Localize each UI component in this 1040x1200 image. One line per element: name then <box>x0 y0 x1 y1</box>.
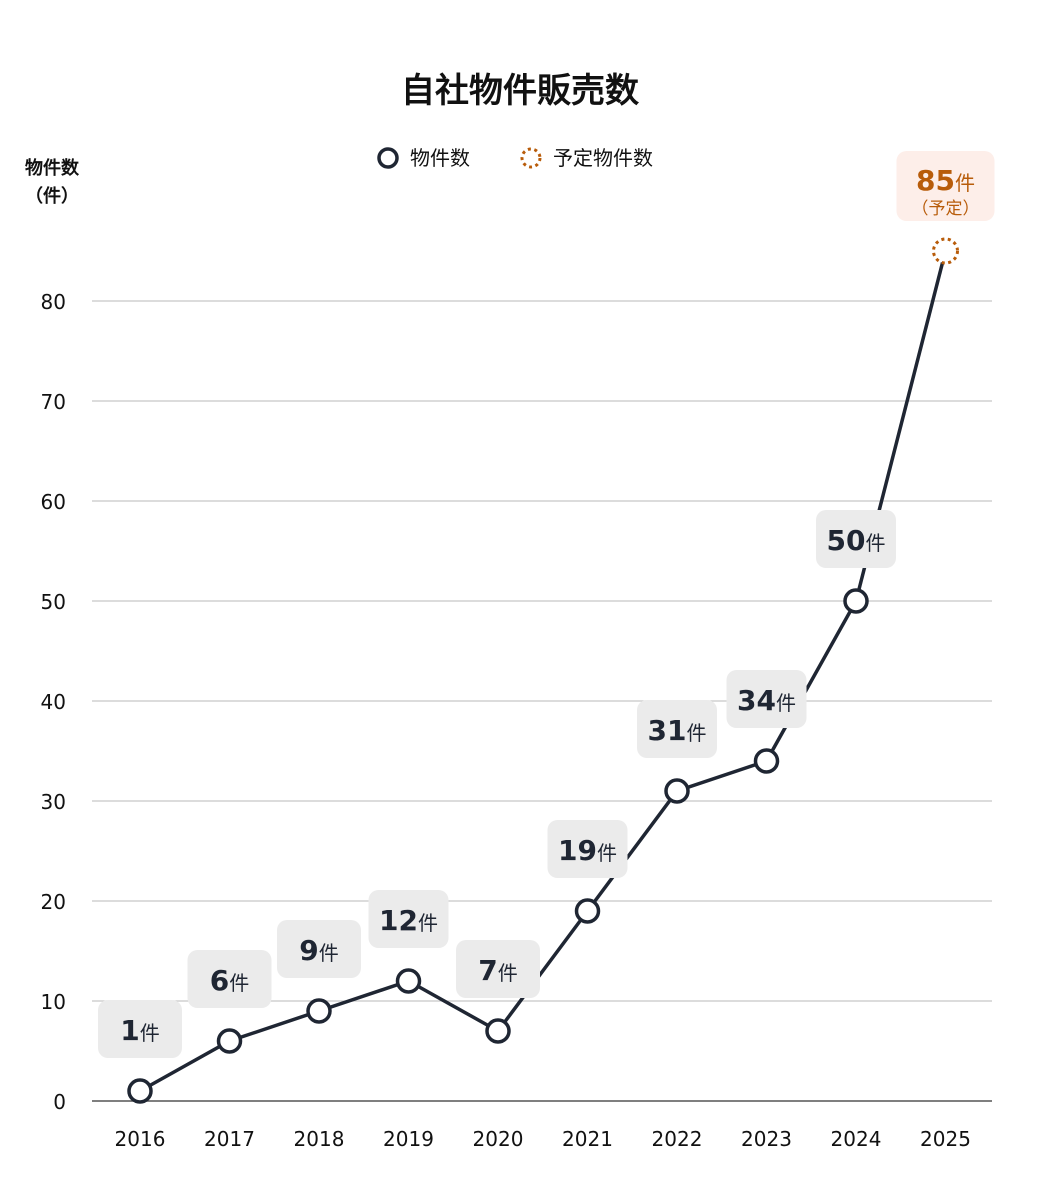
x-tick-label: 2024 <box>831 1127 882 1151</box>
data-point <box>306 998 332 1024</box>
y-tick-label: 40 <box>41 690 66 714</box>
data-label-text: 12件 <box>379 904 438 937</box>
x-tick-label: 2021 <box>562 1127 613 1151</box>
data-point <box>395 968 422 994</box>
data-label: 12件 <box>368 890 449 948</box>
y-tick-label: 10 <box>41 990 66 1014</box>
data-label: 9件 <box>277 920 361 978</box>
data-label-text: 19件 <box>558 834 617 867</box>
y-axis-label: 物件数 <box>25 157 80 179</box>
data-label-background <box>726 670 807 728</box>
y-tick-label: 70 <box>41 390 66 414</box>
data-label: 7件 <box>456 940 540 998</box>
x-tick-label: 2019 <box>383 1127 434 1151</box>
y-tick-label: 0 <box>53 1090 66 1114</box>
y-tick-label: 30 <box>41 790 66 814</box>
data-label-text: 31件 <box>648 714 707 747</box>
y-tick-label: 80 <box>41 290 66 314</box>
data-label: 1件 <box>98 1000 182 1058</box>
data-label: 6件 <box>187 950 272 1008</box>
data-label: 50件 <box>816 510 896 568</box>
y-axis-unit: （件） <box>25 185 79 207</box>
x-tick-label: 2022 <box>652 1127 703 1151</box>
data-label-text: 85件 <box>916 164 975 197</box>
data-point <box>127 1078 153 1104</box>
data-label-note: （予定） <box>912 199 980 219</box>
data-point <box>485 1018 511 1044</box>
legend-label-actual: 物件数 <box>410 146 470 170</box>
data-label-background <box>368 890 449 948</box>
y-tick-label: 50 <box>41 590 66 614</box>
data-label: 31件 <box>637 700 717 758</box>
x-tick-label: 2016 <box>115 1127 166 1151</box>
chart-title: 自社物件販売数 <box>401 71 639 111</box>
data-point <box>843 588 869 614</box>
data-label-background <box>98 1000 182 1058</box>
data-label-text: 9件 <box>299 934 338 967</box>
legend-label-forecast: 予定物件数 <box>553 146 653 170</box>
x-tick-label: 2023 <box>741 1127 792 1151</box>
x-tick-label: 2020 <box>473 1127 524 1151</box>
data-label-background <box>896 151 995 221</box>
data-point <box>574 898 601 924</box>
data-point <box>753 748 780 774</box>
forecast-point <box>932 237 959 265</box>
data-point <box>216 1028 243 1054</box>
data-label: 19件 <box>547 820 628 878</box>
data-label-background <box>187 950 272 1008</box>
legend-marker-actual <box>377 147 399 169</box>
y-tick-label: 60 <box>41 490 66 514</box>
x-tick-label: 2017 <box>204 1127 255 1151</box>
legend: 物件数 予定物件数 <box>377 146 653 170</box>
data-point <box>664 778 690 804</box>
data-label-background <box>277 920 361 978</box>
data-label-background <box>547 820 628 878</box>
data-label-background <box>456 940 540 998</box>
x-tick-label: 2018 <box>294 1127 345 1151</box>
data-label-text: 1件 <box>120 1014 159 1047</box>
data-label: 34件 <box>726 670 807 728</box>
data-label-text: 7件 <box>478 954 517 987</box>
data-label-text: 34件 <box>737 684 796 717</box>
legend-marker-forecast <box>520 147 542 169</box>
x-tick-label: 2025 <box>920 1127 971 1151</box>
y-tick-label: 20 <box>41 890 66 914</box>
data-label-background <box>637 700 717 758</box>
forecast-data-label: 85件（予定） <box>896 151 995 221</box>
data-label-background <box>816 510 896 568</box>
data-label-text: 50件 <box>827 524 886 557</box>
data-label-text: 6件 <box>210 964 249 997</box>
